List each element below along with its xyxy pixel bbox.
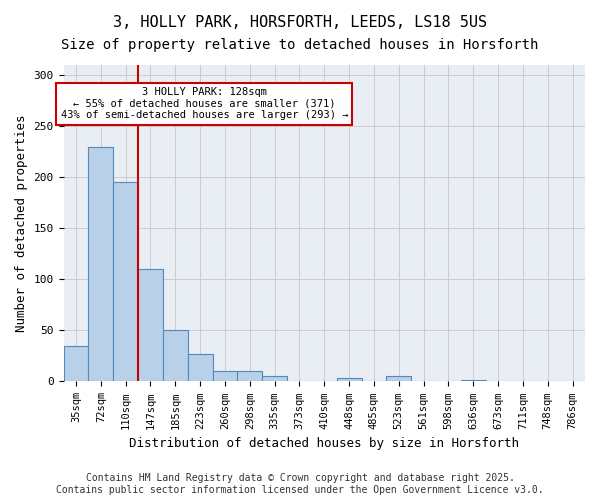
Bar <box>163 330 188 382</box>
Text: Size of property relative to detached houses in Horsforth: Size of property relative to detached ho… <box>61 38 539 52</box>
Bar <box>138 269 163 382</box>
Bar <box>212 371 238 382</box>
Bar <box>337 378 362 382</box>
Text: Contains HM Land Registry data © Crown copyright and database right 2025.
Contai: Contains HM Land Registry data © Crown c… <box>56 474 544 495</box>
Bar <box>64 346 88 382</box>
Bar <box>386 376 411 382</box>
Y-axis label: Number of detached properties: Number of detached properties <box>15 114 28 332</box>
Bar <box>238 371 262 382</box>
X-axis label: Distribution of detached houses by size in Horsforth: Distribution of detached houses by size … <box>129 437 519 450</box>
Text: 3 HOLLY PARK: 128sqm
← 55% of detached houses are smaller (371)
43% of semi-deta: 3 HOLLY PARK: 128sqm ← 55% of detached h… <box>61 87 348 120</box>
Bar <box>188 354 212 382</box>
Bar <box>88 146 113 382</box>
Bar <box>113 182 138 382</box>
Bar <box>262 376 287 382</box>
Bar <box>461 380 485 382</box>
Text: 3, HOLLY PARK, HORSFORTH, LEEDS, LS18 5US: 3, HOLLY PARK, HORSFORTH, LEEDS, LS18 5U… <box>113 15 487 30</box>
